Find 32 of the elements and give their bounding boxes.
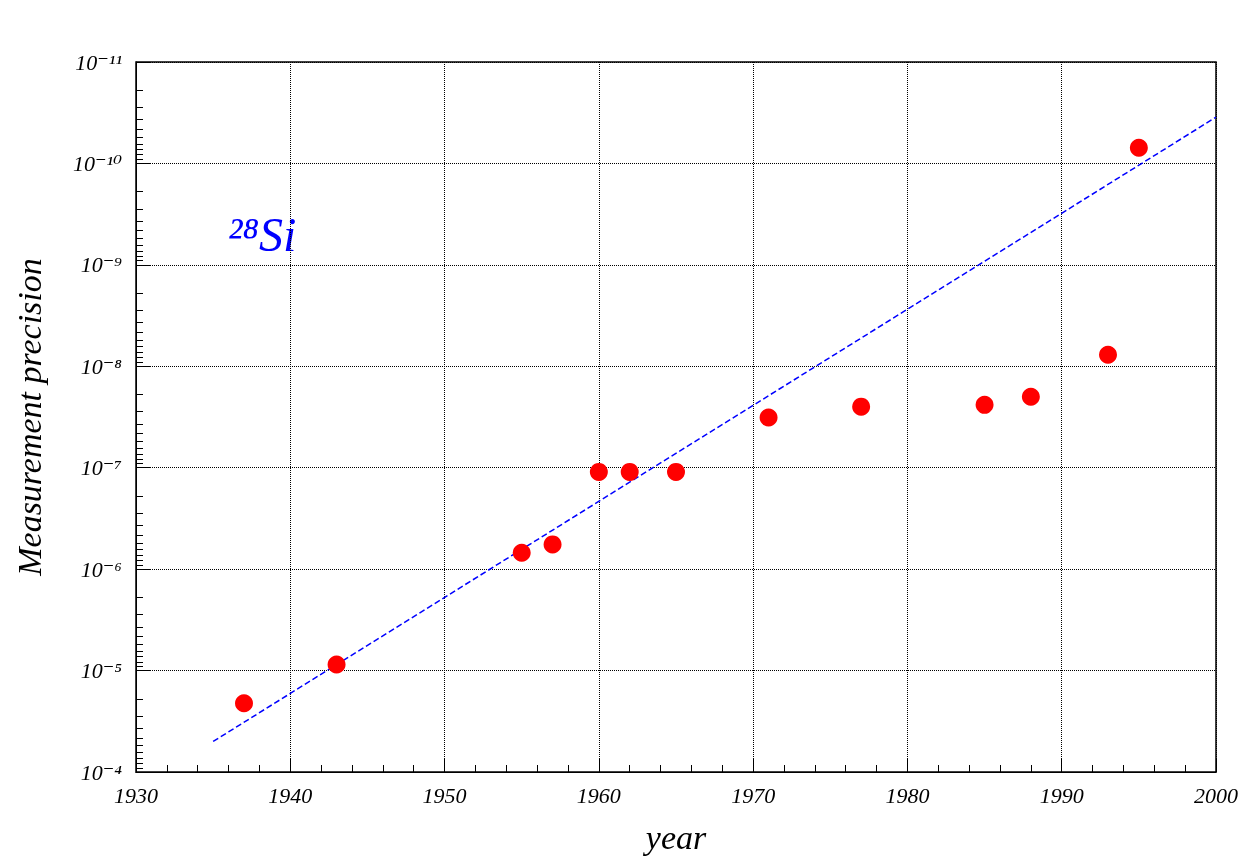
point bbox=[589, 462, 608, 481]
x-tick-label: 1940 bbox=[268, 782, 313, 808]
point bbox=[1099, 345, 1117, 364]
point bbox=[759, 408, 778, 427]
y-tick-label: 10⁻⁸ bbox=[80, 353, 123, 379]
point bbox=[1129, 138, 1148, 157]
x-tick-label: 1970 bbox=[731, 782, 776, 808]
y-tick-label: 10⁻⁹ bbox=[80, 252, 123, 278]
x-tick-label: 1960 bbox=[576, 782, 621, 808]
annotation: ²⁸Si bbox=[228, 207, 297, 261]
point bbox=[1021, 387, 1040, 406]
y-tick-label: 10⁻¹⁰ bbox=[72, 150, 123, 176]
x-tick-label: 1950 bbox=[422, 782, 467, 808]
x-axis-title: year bbox=[642, 818, 707, 856]
y-tick-label: 10⁻⁵ bbox=[80, 658, 123, 684]
point bbox=[667, 462, 685, 481]
point bbox=[235, 694, 253, 713]
y-tick-label: 10⁻⁴ bbox=[80, 759, 123, 785]
y-tick-label: 10⁻⁷ bbox=[80, 455, 122, 481]
point bbox=[543, 535, 562, 554]
x-tick-label: 1990 bbox=[1039, 782, 1084, 808]
x-tick-label: 2000 bbox=[1194, 782, 1238, 808]
y-tick-label: 10⁻⁶ bbox=[80, 556, 122, 582]
point bbox=[327, 655, 346, 674]
point bbox=[620, 462, 639, 481]
point bbox=[975, 395, 994, 414]
y-axis-title: Measurement precision bbox=[10, 258, 48, 577]
y-tick-label: 10⁻¹¹ bbox=[75, 49, 122, 75]
point bbox=[852, 397, 871, 416]
x-tick-label: 1980 bbox=[885, 782, 930, 808]
point bbox=[512, 543, 531, 562]
x-tick-label: 1930 bbox=[114, 782, 158, 808]
